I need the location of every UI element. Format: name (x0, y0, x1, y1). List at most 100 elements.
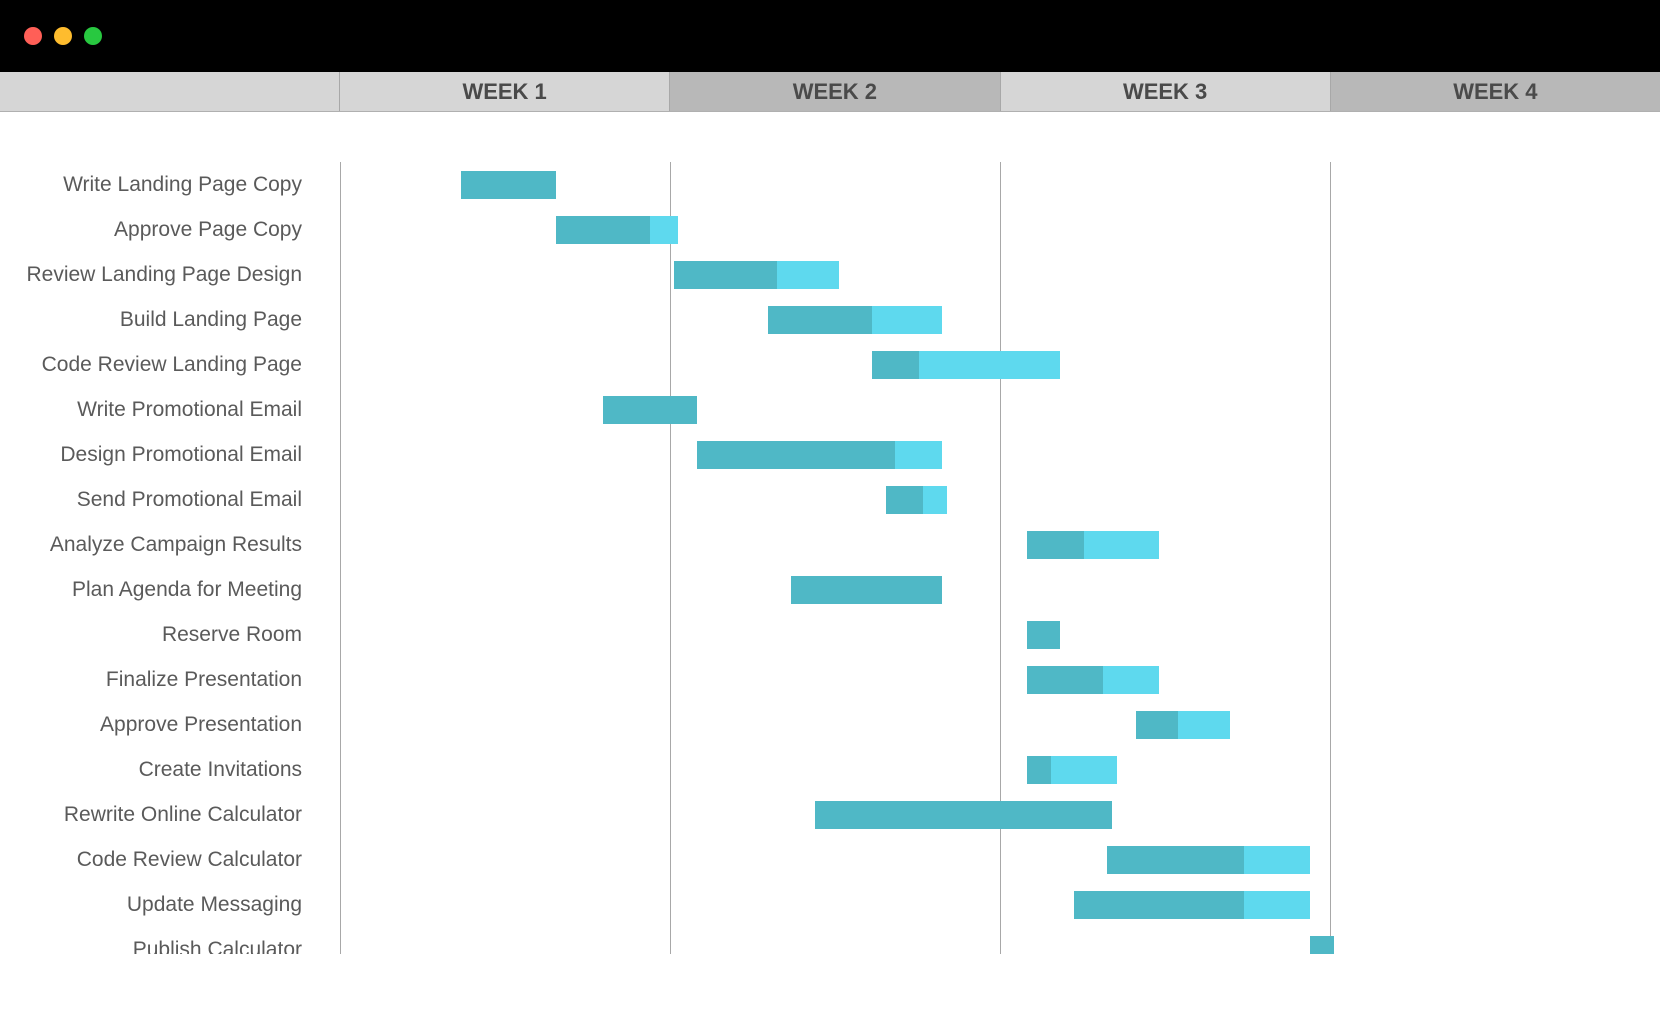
task-label: Reserve Room (0, 623, 320, 647)
bar-track (320, 252, 1660, 297)
gantt-row: Write Promotional Email (0, 387, 1660, 432)
bar-segment-complete (1027, 756, 1051, 784)
bar-track (320, 162, 1660, 207)
bar-track (320, 567, 1660, 612)
bar-track (320, 477, 1660, 522)
task-label: Send Promotional Email (0, 488, 320, 512)
week-header-cell: WEEK 4 (1331, 72, 1660, 111)
bar-track (320, 702, 1660, 747)
task-label: Approve Page Copy (0, 218, 320, 242)
week-header-cell: WEEK 3 (1001, 72, 1331, 111)
gantt-bar[interactable] (1027, 621, 1060, 649)
task-label: Publish Calculator (0, 938, 320, 955)
gantt-bar[interactable] (886, 486, 947, 514)
bar-segment-remaining (1084, 531, 1159, 559)
gantt-row: Publish Calculator (0, 927, 1660, 954)
gantt-row: Reserve Room (0, 612, 1660, 657)
gantt-row: Create Invitations (0, 747, 1660, 792)
gantt-row: Code Review Landing Page (0, 342, 1660, 387)
gantt-bar[interactable] (1027, 531, 1159, 559)
bar-track (320, 297, 1660, 342)
bar-segment-complete (674, 261, 778, 289)
gantt-row: Send Promotional Email (0, 477, 1660, 522)
task-label: Write Promotional Email (0, 398, 320, 422)
task-label: Write Landing Page Copy (0, 173, 320, 197)
bar-segment-remaining (650, 216, 678, 244)
bar-segment-remaining (1244, 891, 1310, 919)
bar-track (320, 342, 1660, 387)
gantt-row: Build Landing Page (0, 297, 1660, 342)
gantt-row: Update Messaging (0, 882, 1660, 927)
gantt-bar[interactable] (603, 396, 697, 424)
gantt-bar[interactable] (791, 576, 942, 604)
task-label: Code Review Calculator (0, 848, 320, 872)
bar-segment-remaining (895, 441, 942, 469)
minimize-icon[interactable] (54, 27, 72, 45)
gantt-bar[interactable] (461, 171, 555, 199)
task-label: Analyze Campaign Results (0, 533, 320, 557)
bar-segment-remaining (1244, 846, 1310, 874)
bar-segment-complete (556, 216, 650, 244)
gantt-row: Review Landing Page Design (0, 252, 1660, 297)
gantt-bar[interactable] (697, 441, 942, 469)
close-icon[interactable] (24, 27, 42, 45)
gantt-bar[interactable] (1027, 756, 1117, 784)
bar-track (320, 837, 1660, 882)
gantt-bar[interactable] (674, 261, 839, 289)
bar-segment-complete (768, 306, 872, 334)
gantt-row: Analyze Campaign Results (0, 522, 1660, 567)
task-label: Finalize Presentation (0, 668, 320, 692)
week-header-cell: WEEK 1 (340, 72, 670, 111)
task-label: Rewrite Online Calculator (0, 803, 320, 827)
gantt-bar[interactable] (1027, 666, 1159, 694)
task-label: Update Messaging (0, 893, 320, 917)
gantt-bar[interactable] (1310, 936, 1334, 955)
gantt-row: Design Promotional Email (0, 432, 1660, 477)
bar-segment-complete (872, 351, 919, 379)
bar-segment-remaining (1103, 666, 1160, 694)
bar-track (320, 207, 1660, 252)
bar-segment-remaining (872, 306, 943, 334)
zoom-icon[interactable] (84, 27, 102, 45)
bar-segment-complete (1027, 666, 1102, 694)
gantt-bar[interactable] (1074, 891, 1310, 919)
gantt-bar[interactable] (815, 801, 1112, 829)
bar-segment-complete (1136, 711, 1178, 739)
gantt-bar[interactable] (556, 216, 679, 244)
gantt-row: Approve Presentation (0, 702, 1660, 747)
task-label: Code Review Landing Page (0, 353, 320, 377)
gantt-row: Plan Agenda for Meeting (0, 567, 1660, 612)
gantt-week-header: WEEK 1WEEK 2WEEK 3WEEK 4 (0, 72, 1660, 112)
bar-segment-complete (1074, 891, 1244, 919)
task-label: Create Invitations (0, 758, 320, 782)
bar-track (320, 792, 1660, 837)
gantt-bar[interactable] (768, 306, 942, 334)
bar-track (320, 747, 1660, 792)
bar-track (320, 387, 1660, 432)
bar-segment-remaining (1051, 756, 1117, 784)
gantt-bar[interactable] (1136, 711, 1230, 739)
gantt-row: Finalize Presentation (0, 657, 1660, 702)
bar-segment-complete (886, 486, 924, 514)
bar-segment-complete (1107, 846, 1244, 874)
bar-segment-remaining (1178, 711, 1230, 739)
gantt-row: Code Review Calculator (0, 837, 1660, 882)
bar-track (320, 432, 1660, 477)
bar-segment-remaining (923, 486, 947, 514)
task-label: Design Promotional Email (0, 443, 320, 467)
gantt-bar[interactable] (872, 351, 1061, 379)
gantt-row: Rewrite Online Calculator (0, 792, 1660, 837)
bar-track (320, 612, 1660, 657)
gantt-bar[interactable] (1107, 846, 1310, 874)
bar-segment-complete (815, 801, 1112, 829)
bar-segment-complete (1027, 531, 1084, 559)
bar-track (320, 882, 1660, 927)
window-titlebar (0, 0, 1660, 72)
bar-segment-complete (1310, 936, 1334, 955)
bar-segment-remaining (777, 261, 838, 289)
bar-segment-complete (1027, 621, 1060, 649)
week-header-cell: WEEK 2 (670, 72, 1000, 111)
task-label: Review Landing Page Design (0, 263, 320, 287)
gantt-row: Write Landing Page Copy (0, 162, 1660, 207)
task-label: Plan Agenda for Meeting (0, 578, 320, 602)
